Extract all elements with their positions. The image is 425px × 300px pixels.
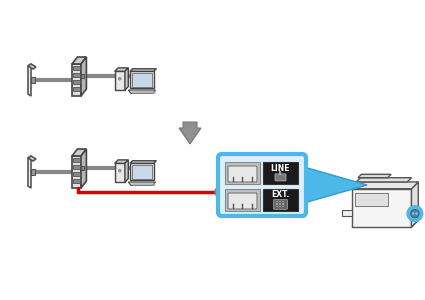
Polygon shape	[74, 158, 80, 162]
FancyBboxPatch shape	[225, 189, 260, 211]
FancyBboxPatch shape	[277, 206, 278, 207]
Polygon shape	[130, 163, 154, 180]
Polygon shape	[74, 87, 80, 91]
FancyBboxPatch shape	[283, 206, 284, 207]
Polygon shape	[115, 68, 128, 71]
FancyBboxPatch shape	[263, 162, 298, 184]
FancyBboxPatch shape	[275, 174, 286, 181]
FancyBboxPatch shape	[81, 166, 84, 170]
Circle shape	[411, 209, 419, 218]
Polygon shape	[81, 57, 86, 96]
Polygon shape	[74, 66, 80, 70]
Polygon shape	[352, 182, 418, 189]
Polygon shape	[115, 71, 125, 90]
Circle shape	[412, 212, 414, 215]
Polygon shape	[352, 189, 411, 227]
FancyBboxPatch shape	[225, 162, 260, 184]
Polygon shape	[352, 220, 418, 227]
Polygon shape	[72, 57, 86, 64]
Polygon shape	[304, 167, 367, 203]
Polygon shape	[355, 193, 388, 206]
FancyBboxPatch shape	[280, 203, 281, 205]
Polygon shape	[130, 69, 156, 71]
Polygon shape	[132, 73, 152, 87]
FancyBboxPatch shape	[228, 166, 257, 182]
Polygon shape	[28, 156, 31, 188]
Polygon shape	[130, 161, 156, 163]
Polygon shape	[115, 160, 128, 163]
FancyBboxPatch shape	[218, 154, 306, 216]
Polygon shape	[28, 64, 36, 69]
Polygon shape	[74, 165, 80, 169]
Polygon shape	[28, 64, 31, 96]
Polygon shape	[72, 149, 86, 156]
Polygon shape	[28, 156, 36, 161]
Polygon shape	[125, 68, 128, 90]
Circle shape	[215, 187, 225, 197]
Polygon shape	[74, 172, 80, 176]
Polygon shape	[74, 73, 80, 77]
Polygon shape	[358, 174, 391, 178]
Text: LINE: LINE	[271, 164, 290, 173]
Polygon shape	[125, 160, 128, 182]
Polygon shape	[115, 163, 125, 182]
Polygon shape	[130, 71, 154, 88]
Circle shape	[408, 207, 422, 220]
FancyArrow shape	[179, 122, 201, 144]
Polygon shape	[128, 182, 156, 185]
Circle shape	[415, 212, 418, 215]
Circle shape	[119, 169, 121, 172]
FancyBboxPatch shape	[280, 206, 281, 207]
FancyBboxPatch shape	[263, 189, 298, 211]
FancyBboxPatch shape	[228, 193, 257, 209]
FancyBboxPatch shape	[274, 200, 287, 209]
FancyBboxPatch shape	[31, 169, 35, 175]
Polygon shape	[128, 90, 156, 93]
FancyBboxPatch shape	[277, 203, 278, 205]
Circle shape	[119, 77, 121, 80]
Polygon shape	[74, 80, 80, 84]
FancyBboxPatch shape	[283, 203, 284, 205]
FancyBboxPatch shape	[277, 201, 278, 202]
FancyBboxPatch shape	[81, 74, 84, 78]
Text: EXT.: EXT.	[272, 190, 289, 199]
Polygon shape	[132, 165, 152, 178]
Polygon shape	[356, 178, 411, 182]
Polygon shape	[74, 179, 80, 183]
Polygon shape	[342, 210, 352, 215]
Polygon shape	[72, 64, 81, 96]
Polygon shape	[411, 182, 418, 227]
FancyBboxPatch shape	[283, 201, 284, 202]
Polygon shape	[81, 149, 86, 188]
FancyBboxPatch shape	[31, 77, 35, 83]
FancyBboxPatch shape	[280, 201, 281, 202]
Polygon shape	[72, 156, 81, 188]
